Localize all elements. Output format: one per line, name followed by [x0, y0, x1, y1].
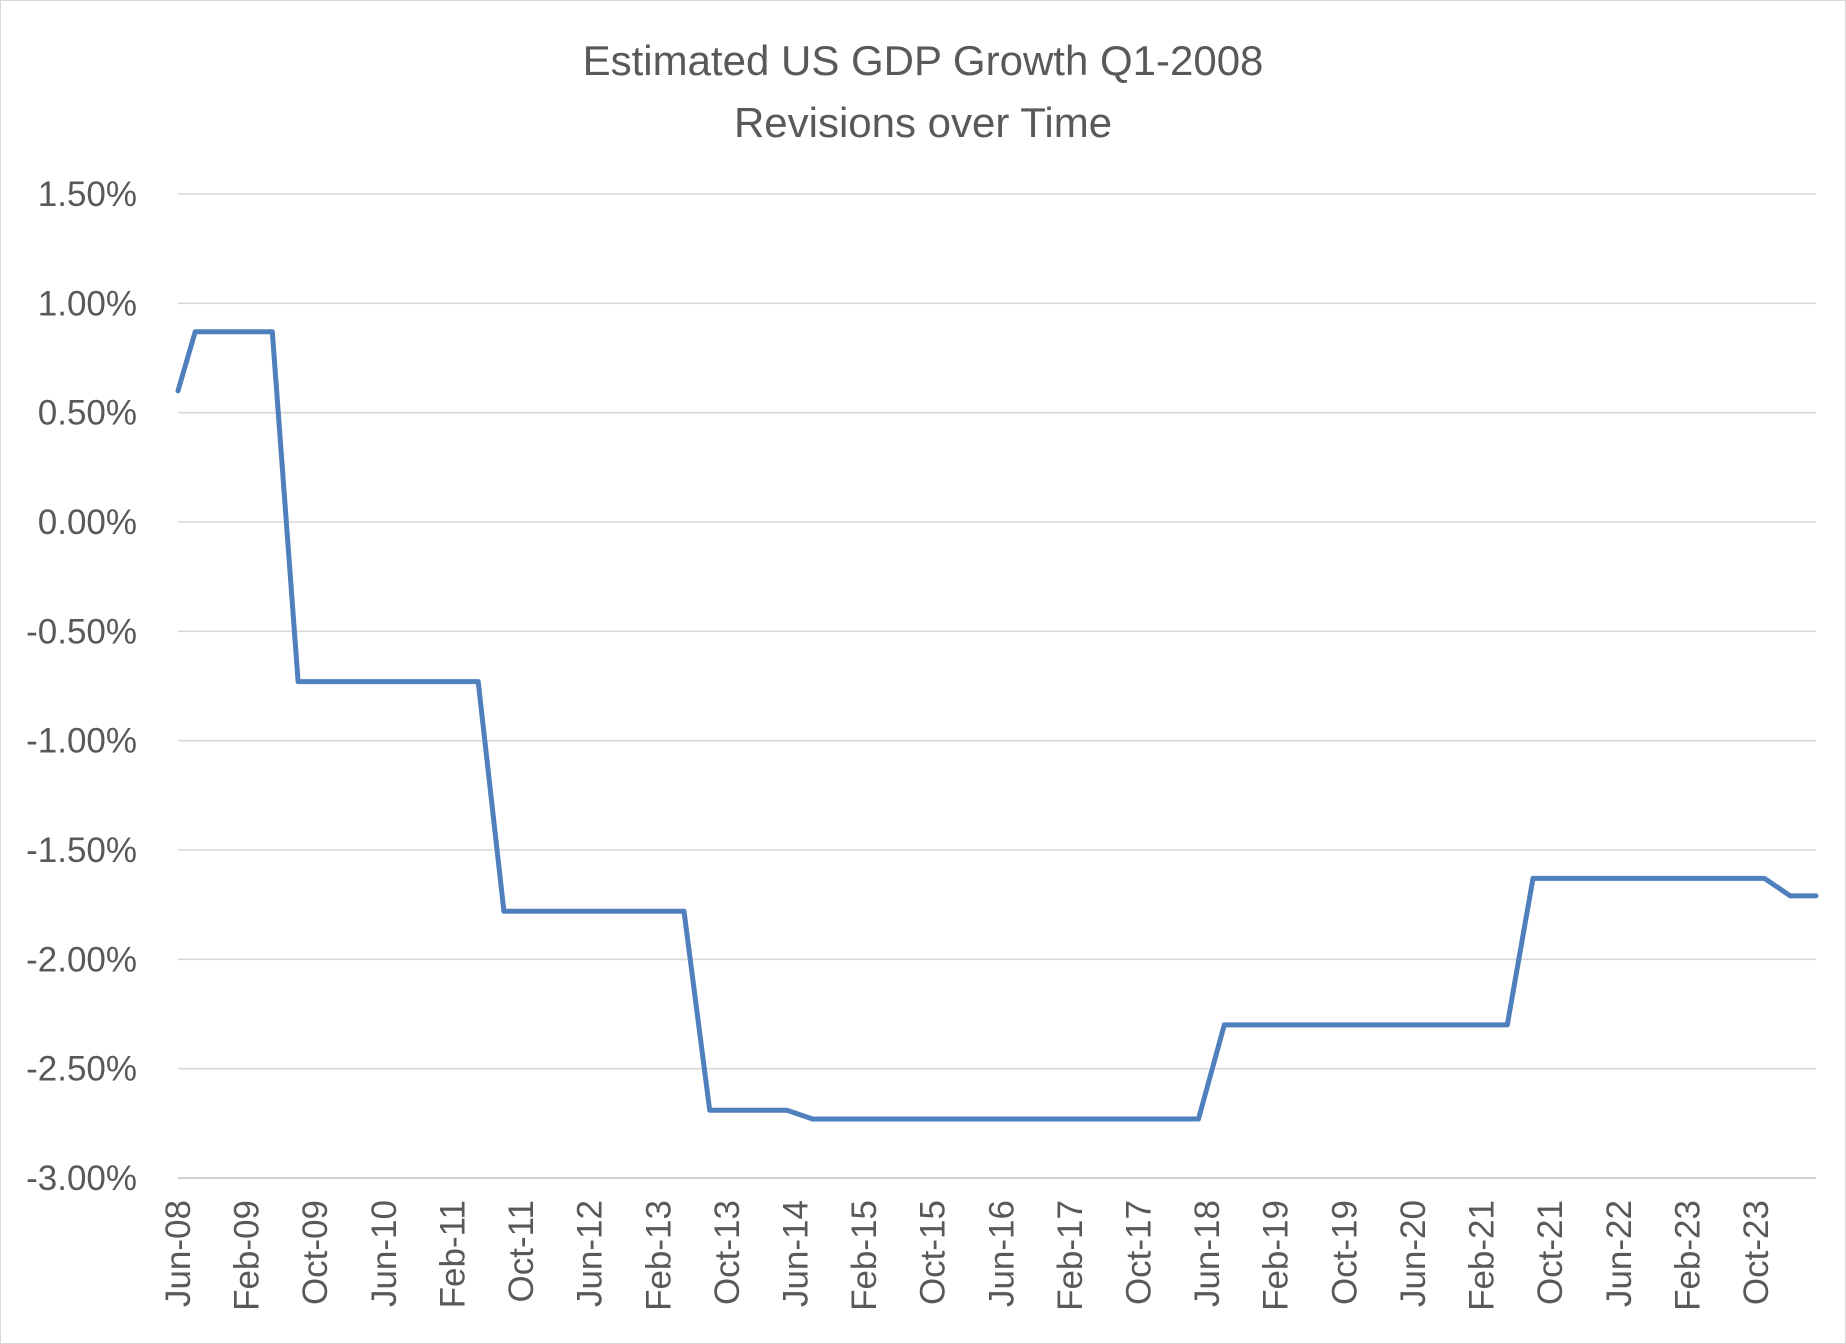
data-series — [175, 329, 1819, 1122]
chart-title-block: Estimated US GDP Growth Q1-2008 Revision… — [0, 30, 1846, 154]
x-tick-label: Feb-19 — [1257, 1200, 1296, 1311]
y-tick-label: -1.50% — [26, 831, 137, 870]
x-tick-label: Oct-13 — [708, 1200, 747, 1305]
x-tick-label: Jun-22 — [1600, 1200, 1639, 1307]
y-tick-label: -2.00% — [26, 940, 137, 979]
y-tick-label: 1.00% — [38, 284, 137, 323]
chart-subtitle: Revisions over Time — [733, 99, 1113, 146]
x-tick-label: Oct-23 — [1737, 1200, 1776, 1305]
x-tick-label: Oct-11 — [502, 1200, 541, 1302]
x-tick-label: Jun-12 — [571, 1200, 610, 1307]
x-tick-label: Jun-08 — [159, 1200, 198, 1307]
y-tick-label: 1.50% — [38, 175, 137, 214]
x-tick-label: Feb-17 — [1051, 1200, 1090, 1311]
y-tick-label: 0.50% — [38, 394, 137, 433]
x-tick-label: Feb-15 — [845, 1200, 884, 1311]
y-tick-label: -3.00% — [26, 1159, 137, 1198]
x-tick-label: Oct-09 — [296, 1200, 335, 1305]
chart-title: Estimated US GDP Growth Q1-2008 — [582, 37, 1264, 84]
x-tick-label: Feb-13 — [639, 1200, 678, 1311]
x-axis-tick-labels: Jun-08 Feb-09 Oct-09 Jun-10 Feb-11 Oct-11 Jun-… — [159, 1200, 1776, 1311]
x-tick-label: Jun-20 — [1394, 1200, 1433, 1307]
series-line — [175, 329, 1819, 1122]
x-tick-label: Jun-14 — [776, 1200, 815, 1307]
x-tick-label: Jun-16 — [982, 1200, 1021, 1307]
x-tick-label: Oct-15 — [914, 1200, 953, 1305]
y-tick-label: 0.00% — [38, 503, 137, 542]
x-tick-label: Feb-23 — [1668, 1200, 1707, 1311]
x-tick-label: Jun-18 — [1188, 1200, 1227, 1307]
y-tick-label: -2.50% — [26, 1050, 137, 1089]
y-tick-label: -0.50% — [26, 612, 137, 651]
x-tick-label: Feb-21 — [1463, 1200, 1502, 1311]
x-tick-label: Feb-09 — [228, 1200, 267, 1311]
y-tick-label: -1.00% — [26, 722, 137, 761]
x-tick-label: Oct-17 — [1120, 1200, 1159, 1305]
x-tick-label: Oct-19 — [1325, 1200, 1364, 1305]
x-tick-label: Feb-11 — [433, 1200, 472, 1308]
x-tick-label: Jun-10 — [365, 1200, 404, 1307]
y-axis-tick-labels: 1.50% 1.00% 0.50% 0.00% -0.50% -1.00% -1.50% -2… — [26, 175, 137, 1198]
grid-lines — [178, 193, 1816, 1179]
x-tick-label: Oct-21 — [1531, 1200, 1570, 1305]
